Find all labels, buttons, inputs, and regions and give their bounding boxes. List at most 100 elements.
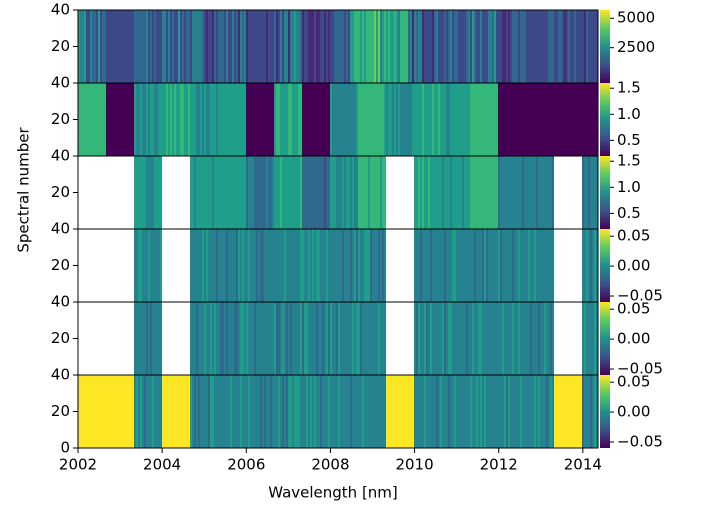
heatmap-cell <box>418 229 420 302</box>
heatmap-cell <box>544 83 546 156</box>
heatmap-cell <box>422 156 424 229</box>
heatmap-cell <box>162 302 164 375</box>
heatmap-cell <box>402 83 404 156</box>
heatmap-cell <box>182 83 184 156</box>
heatmap-cell <box>344 156 346 229</box>
heatmap-cell <box>246 302 248 375</box>
heatmap-cell <box>186 375 188 448</box>
heatmap-cell <box>308 83 310 156</box>
heatmap-cell <box>528 375 530 448</box>
heatmap-cell <box>572 229 574 302</box>
heatmap-cell <box>290 229 292 302</box>
heatmap-cell <box>502 156 504 229</box>
heatmap-cell <box>144 156 146 229</box>
heatmap-cell <box>228 302 230 375</box>
heatmap-cell <box>426 156 428 229</box>
heatmap-cell <box>84 10 86 83</box>
heatmap-cell <box>496 375 498 448</box>
heatmap-cell <box>450 375 452 448</box>
heatmap-cell <box>484 156 486 229</box>
heatmap-cell <box>242 10 244 83</box>
y-tick-label: 20 <box>51 110 70 128</box>
heatmap-cell <box>206 10 208 83</box>
heatmap-cell <box>306 10 308 83</box>
heatmap-cell <box>248 375 250 448</box>
heatmap-cell <box>162 83 164 156</box>
heatmap-cell <box>174 375 176 448</box>
heatmap-cell <box>524 10 526 83</box>
heatmap-cell <box>362 229 364 302</box>
heatmap-cell <box>590 229 592 302</box>
heatmap-cell <box>586 302 588 375</box>
heatmap-cell <box>254 229 256 302</box>
heatmap-cell <box>470 83 472 156</box>
heatmap-cell <box>266 156 268 229</box>
heatmap-cell <box>274 83 276 156</box>
heatmap-cell <box>360 229 362 302</box>
heatmap-cell <box>588 302 590 375</box>
heatmap-cell <box>330 302 332 375</box>
heatmap-cell <box>572 375 574 448</box>
heatmap-cell <box>458 375 460 448</box>
heatmap-cell <box>104 10 106 83</box>
heatmap-cell <box>376 375 378 448</box>
heatmap-cell <box>280 375 282 448</box>
heatmap-cell <box>196 302 198 375</box>
heatmap-cell <box>592 83 594 156</box>
heatmap-cell <box>184 229 186 302</box>
heatmap-cell <box>180 10 182 83</box>
heatmap-cell <box>266 83 268 156</box>
heatmap-cell <box>134 229 136 302</box>
heatmap-cell <box>312 229 314 302</box>
heatmap-cell <box>382 10 384 83</box>
heatmap-cell <box>396 229 398 302</box>
heatmap-cell <box>202 375 204 448</box>
heatmap-cell <box>198 302 200 375</box>
heatmap-cell <box>350 10 352 83</box>
heatmap-cell <box>418 83 420 156</box>
x-tick-label: 2004 <box>143 456 181 474</box>
heatmap-cell <box>404 10 406 83</box>
heatmap-cell <box>284 375 286 448</box>
heatmap-cell <box>342 302 344 375</box>
heatmap-cell <box>240 156 242 229</box>
heatmap-cell <box>582 229 584 302</box>
heatmap-cell <box>362 375 364 448</box>
heatmap-cell <box>330 156 332 229</box>
chart: Wavelength [nm] Spectral number 20402500… <box>0 0 704 508</box>
heatmap-cell <box>440 10 442 83</box>
heatmap-cell <box>186 229 188 302</box>
heatmap-cell <box>368 229 370 302</box>
heatmap-cell <box>478 375 480 448</box>
colorbar-tick-label: 1.5 <box>617 152 641 170</box>
heatmap-cell <box>552 229 554 302</box>
heatmap-cell <box>390 156 392 229</box>
heatmap-cell <box>510 375 512 448</box>
heatmap-cell <box>98 229 100 302</box>
heatmap-cell <box>110 10 112 83</box>
heatmap-cell <box>276 83 278 156</box>
heatmap-cell <box>146 229 148 302</box>
heatmap-cell <box>356 10 358 83</box>
heatmap-cell <box>96 229 98 302</box>
heatmap-cell <box>302 302 304 375</box>
colorbar <box>600 83 610 156</box>
heatmap-cell <box>350 156 352 229</box>
heatmap-cell <box>88 229 90 302</box>
heatmap-cell <box>318 83 320 156</box>
heatmap-cell <box>260 83 262 156</box>
heatmap-cell <box>268 10 270 83</box>
heatmap-cell <box>510 302 512 375</box>
heatmap-cell <box>400 83 402 156</box>
heatmap-cell <box>218 10 220 83</box>
heatmap-cell <box>308 302 310 375</box>
heatmap-cell <box>430 302 432 375</box>
heatmap-cell <box>268 156 270 229</box>
heatmap-cell <box>352 10 354 83</box>
heatmap-cell <box>348 229 350 302</box>
heatmap-cell <box>540 302 542 375</box>
heatmap-cell <box>412 156 414 229</box>
heatmap-cell <box>580 302 582 375</box>
heatmap-cell <box>592 302 594 375</box>
heatmap-cell <box>408 375 410 448</box>
